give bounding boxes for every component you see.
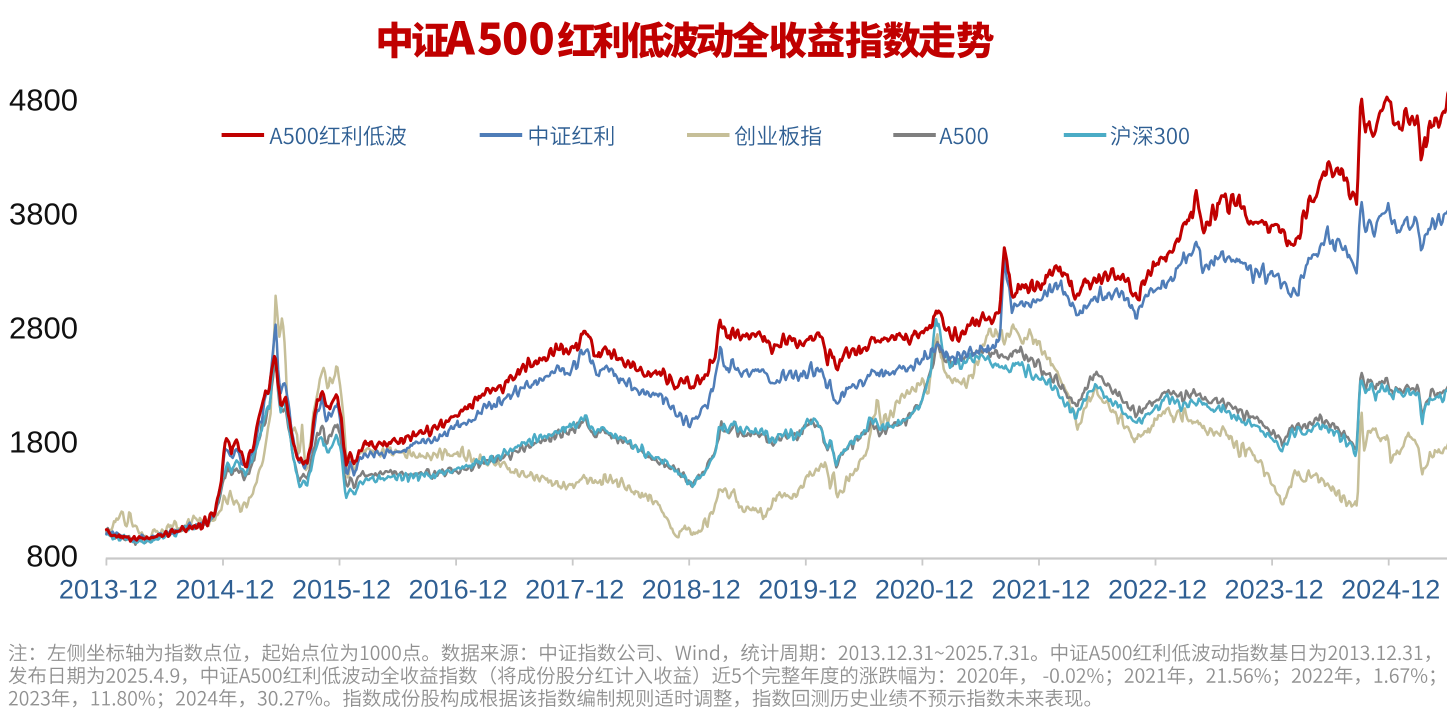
svg-text:2013-12: 2013-12 — [59, 575, 158, 605]
svg-text:2021-12: 2021-12 — [991, 575, 1090, 605]
svg-text:2020-12: 2020-12 — [875, 575, 974, 605]
svg-text:2016-12: 2016-12 — [409, 575, 508, 605]
svg-text:2015-12: 2015-12 — [292, 575, 391, 605]
svg-text:2023-12: 2023-12 — [1225, 575, 1324, 605]
svg-text:800: 800 — [26, 539, 78, 574]
svg-text:2017-12: 2017-12 — [525, 575, 624, 605]
svg-text:1800: 1800 — [9, 425, 78, 460]
svg-text:2014-12: 2014-12 — [175, 575, 274, 605]
svg-text:2024-12: 2024-12 — [1341, 575, 1440, 605]
svg-text:2022-12: 2022-12 — [1108, 575, 1207, 605]
svg-text:3800: 3800 — [9, 196, 78, 231]
svg-text:4800: 4800 — [9, 82, 78, 117]
svg-text:2800: 2800 — [9, 311, 78, 346]
svg-text:2019-12: 2019-12 — [758, 575, 857, 605]
svg-text:2018-12: 2018-12 — [642, 575, 741, 605]
